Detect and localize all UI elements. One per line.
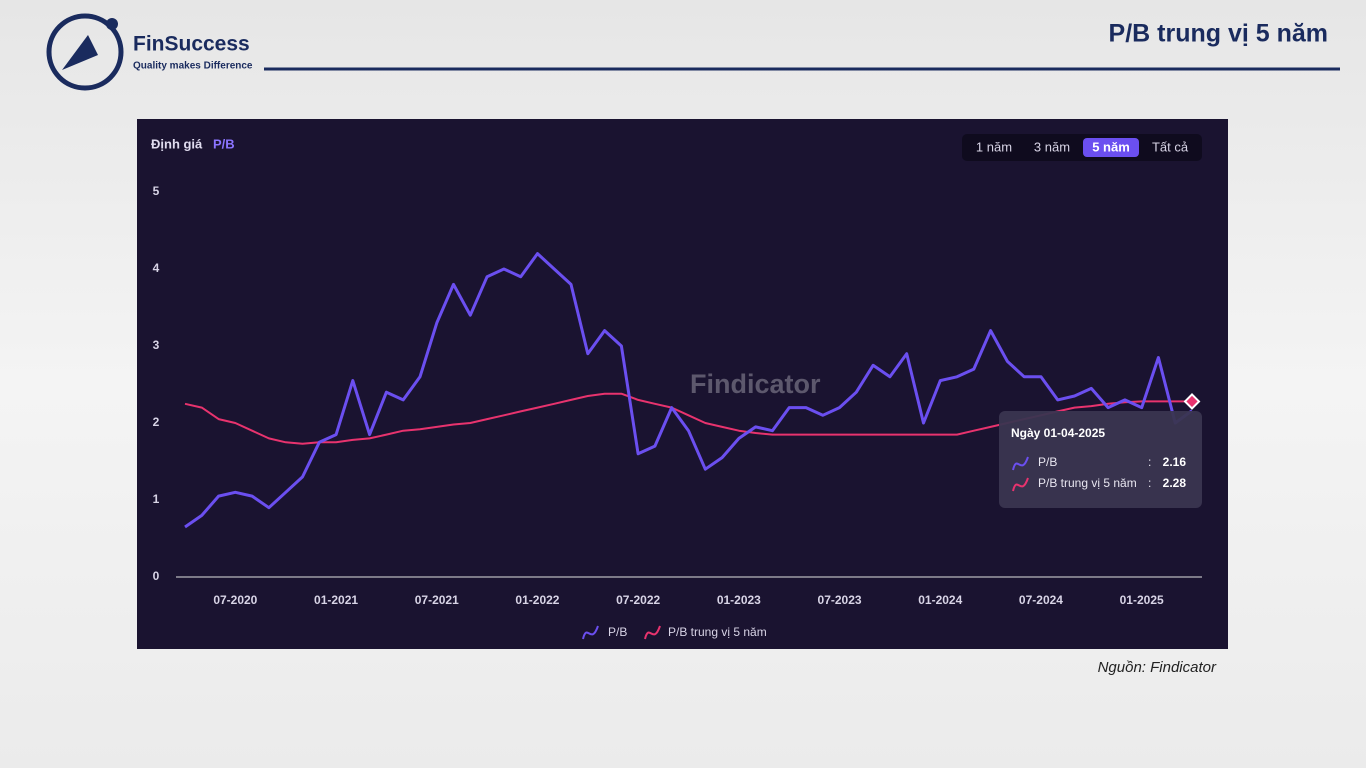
series-line bbox=[184, 252, 1193, 529]
range-button-active[interactable] bbox=[1083, 138, 1139, 157]
tooltip-title: Ngày 01-04-2025 bbox=[1011, 426, 1105, 440]
logo bbox=[46, 13, 124, 91]
range-button[interactable]: 5 năm bbox=[1092, 139, 1130, 154]
tooltip-box bbox=[999, 411, 1202, 508]
tooltip-value: 2.16 bbox=[1163, 455, 1187, 469]
y-tick-label: 3 bbox=[153, 338, 160, 352]
tooltip-icon bbox=[1012, 456, 1029, 471]
logo-dot bbox=[106, 18, 118, 30]
slide-title: P/B trung vị 5 năm bbox=[1109, 20, 1328, 48]
x-tick-label: 07-2020 bbox=[213, 593, 257, 607]
brand: FinSuccess bbox=[133, 33, 250, 56]
tooltip-colon: : bbox=[1148, 476, 1151, 490]
tooltip-series: P/B bbox=[1038, 455, 1057, 469]
source: Nguồn: Findicator bbox=[1098, 659, 1217, 676]
tooltip-value: 2.28 bbox=[1163, 476, 1187, 490]
y-tick-label: 2 bbox=[153, 415, 160, 429]
tagline: Quality makes Difference bbox=[133, 61, 253, 72]
tooltip-colon: : bbox=[1148, 455, 1151, 469]
range-button[interactable]: 1 năm bbox=[976, 139, 1012, 154]
y-tick-label: 5 bbox=[153, 184, 160, 198]
watermark: Findicator bbox=[690, 369, 821, 399]
tooltip-series: P/B trung vị 5 năm bbox=[1038, 476, 1137, 490]
chart-panel bbox=[137, 119, 1228, 649]
x-tick-label: 07-2023 bbox=[818, 593, 862, 607]
logo-mark bbox=[62, 35, 98, 70]
x-tick-label: 01-2024 bbox=[918, 593, 962, 607]
range-button[interactable]: Tất cả bbox=[1152, 139, 1189, 154]
y-tick-label: 4 bbox=[153, 261, 160, 275]
chart-heading: Định giá bbox=[151, 136, 203, 151]
tooltip-icon bbox=[1012, 477, 1029, 492]
x-tick-label: 01-2021 bbox=[314, 593, 358, 607]
x-tick-label: 07-2021 bbox=[415, 593, 459, 607]
x-tick-label: 07-2022 bbox=[616, 593, 660, 607]
x-tick-label: 07-2024 bbox=[1019, 593, 1063, 607]
x-tick-label: 01-2025 bbox=[1120, 593, 1164, 607]
range-button[interactable]: 3 năm bbox=[1034, 139, 1070, 154]
x-tick-label: 01-2022 bbox=[515, 593, 559, 607]
legend-label: P/B bbox=[608, 625, 627, 639]
y-tick-label: 1 bbox=[153, 492, 160, 506]
hover-marker bbox=[1183, 393, 1201, 410]
chart: 1 năm 3 năm 5 năm Tất cả 0 1 2 3 4 5 07-2020 01-202… bbox=[153, 138, 1202, 640]
chart-heading-metric: P/B bbox=[213, 136, 235, 151]
range-selector bbox=[962, 134, 1202, 161]
x-tick-label: 01-2023 bbox=[717, 593, 761, 607]
legend-icon bbox=[582, 625, 599, 640]
legend-icon bbox=[644, 625, 661, 640]
legend-label: P/B trung vị 5 năm bbox=[668, 625, 767, 639]
logo-ring bbox=[46, 13, 124, 91]
y-tick-label: 0 bbox=[153, 569, 160, 583]
